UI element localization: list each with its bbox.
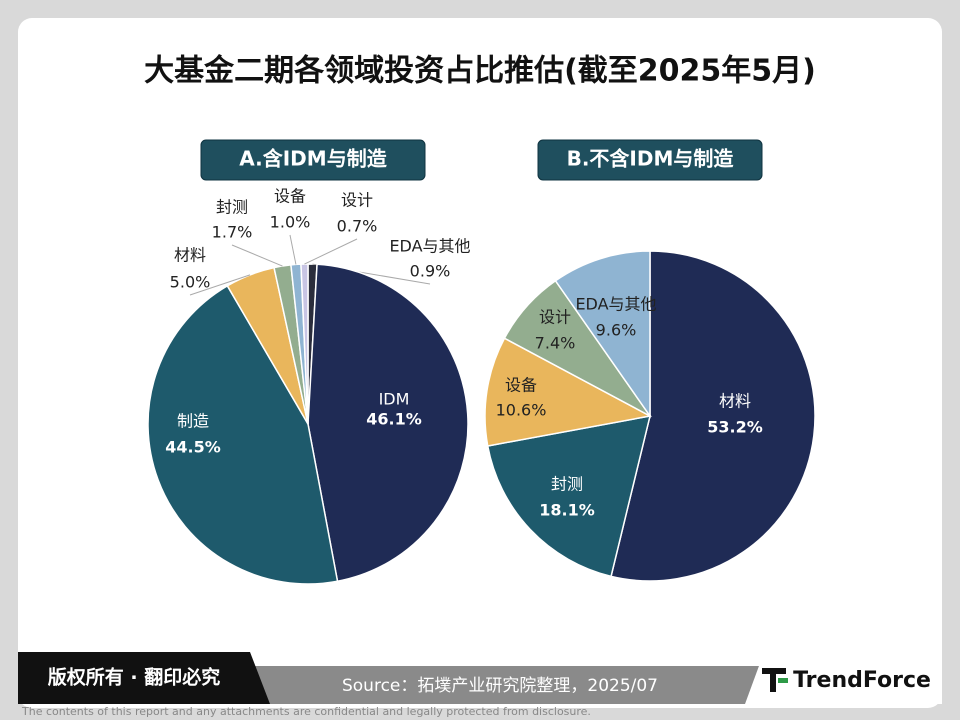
leader-line — [189, 274, 251, 296]
pie-slice — [147, 284, 339, 585]
pie-slice — [554, 250, 651, 419]
leader-line — [231, 244, 283, 267]
slice-label: EDA与其他 — [575, 295, 656, 314]
slice-value: 0.9% — [410, 262, 451, 281]
slide-title: 大基金二期各领域投资占比推估(截至2025年5月) — [144, 54, 816, 89]
disclaimer: The contents of this report and any atta… — [21, 705, 591, 718]
pie-slice — [307, 263, 469, 583]
logo: TrendForce — [793, 668, 931, 693]
slice-value: 7.4% — [535, 334, 576, 353]
pie-title: B.不含IDM与制造 — [567, 147, 735, 171]
slice-value: 46.1% — [366, 410, 422, 429]
logo-box — [745, 636, 942, 704]
leader-line — [304, 238, 358, 265]
slice-label: 设计 — [341, 191, 373, 210]
slice-value: 53.2% — [707, 418, 763, 437]
pie-title: A.含IDM与制造 — [239, 147, 387, 171]
pie-slice — [300, 263, 309, 425]
slice-label: 设计 — [539, 308, 571, 327]
pie-slice — [610, 250, 816, 582]
slice-label: 材料 — [174, 246, 206, 265]
copyright-box — [18, 652, 270, 704]
slice-label: 材料 — [719, 392, 751, 411]
slice-value: 9.6% — [596, 321, 637, 340]
slice-label: IDM — [379, 390, 410, 409]
slice-value: 0.7% — [337, 217, 378, 236]
slice-label: 设备 — [274, 187, 306, 206]
slice-value: 44.5% — [165, 438, 221, 457]
slice-value: 10.6% — [496, 401, 547, 420]
slice-label: 封测 — [551, 475, 583, 494]
slice-value: 18.1% — [539, 501, 595, 520]
slice-label: EDA与其他 — [389, 237, 470, 256]
pie-slice — [484, 337, 653, 447]
logo-icon — [762, 668, 788, 692]
pie-title-box — [200, 139, 426, 181]
pie-slice — [486, 415, 652, 578]
slice-label: 封测 — [216, 198, 248, 217]
source: Source：拓墣产业研究院整理，2025/07 — [342, 676, 658, 696]
slice-value: 1.0% — [270, 213, 311, 232]
leader-line — [289, 234, 297, 265]
slice-label: 设备 — [505, 376, 537, 395]
slice-value: 1.7% — [212, 223, 253, 242]
slice-label: 制造 — [177, 412, 209, 431]
pie-title-box — [537, 139, 763, 181]
slice-value: 5.0% — [170, 273, 211, 292]
copyright: 版权所有 · 翻印必究 — [48, 666, 220, 689]
